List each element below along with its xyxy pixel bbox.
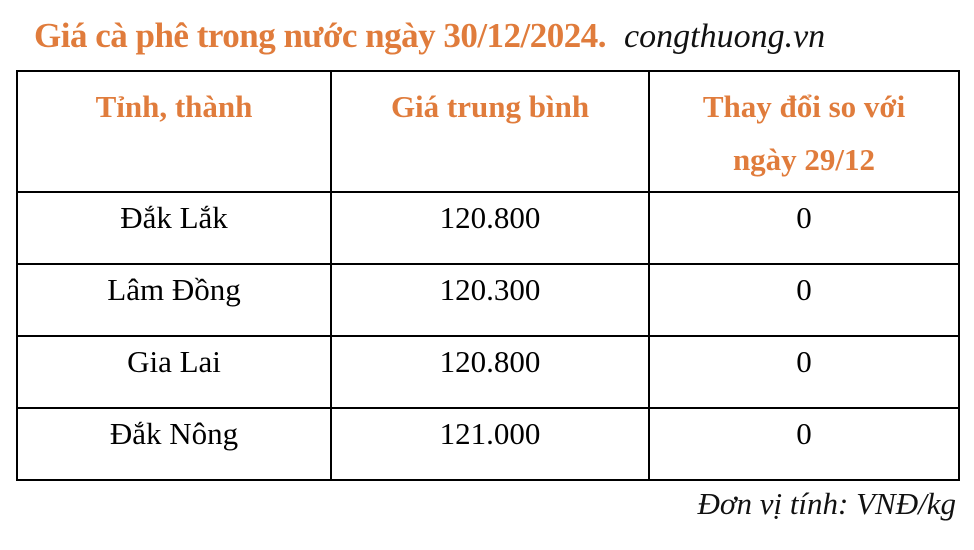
brand-name: congthuong.vn [624, 18, 826, 55]
page-title: Giá cà phê trong nước ngày 30/12/2024. [34, 16, 607, 55]
price-table: Tỉnh, thành Giá trung bình Thay đổi so v… [16, 70, 960, 481]
table-row: Đắk Nông 121.000 0 [16, 407, 960, 481]
price-cell: 120.800 [330, 191, 650, 265]
price-cell: 120.800 [330, 335, 650, 409]
province-cell: Đắk Lắk [16, 191, 332, 265]
change-cell: 0 [648, 335, 960, 409]
province-cell: Lâm Đồng [16, 263, 332, 337]
province-cell: Đắk Nông [16, 407, 332, 481]
price-cell: 120.300 [330, 263, 650, 337]
change-cell: 0 [648, 191, 960, 265]
change-cell: 0 [648, 407, 960, 481]
province-cell: Gia Lai [16, 335, 332, 409]
table-header-row: Tỉnh, thành Giá trung bình Thay đổi so v… [16, 70, 960, 193]
table-row: Gia Lai 120.800 0 [16, 335, 960, 409]
column-header-change: Thay đổi so với ngày 29/12 [648, 70, 960, 193]
change-cell: 0 [648, 263, 960, 337]
price-cell: 121.000 [330, 407, 650, 481]
column-header-average-price: Giá trung bình [330, 70, 650, 193]
title-bar: Giá cà phê trong nước ngày 30/12/2024. co… [0, 0, 974, 56]
column-header-province: Tỉnh, thành [16, 70, 332, 193]
table-row: Lâm Đồng 120.300 0 [16, 263, 960, 337]
table-row: Đắk Lắk 120.800 0 [16, 191, 960, 265]
unit-note: Đơn vị tính: VNĐ/kg [697, 486, 956, 521]
